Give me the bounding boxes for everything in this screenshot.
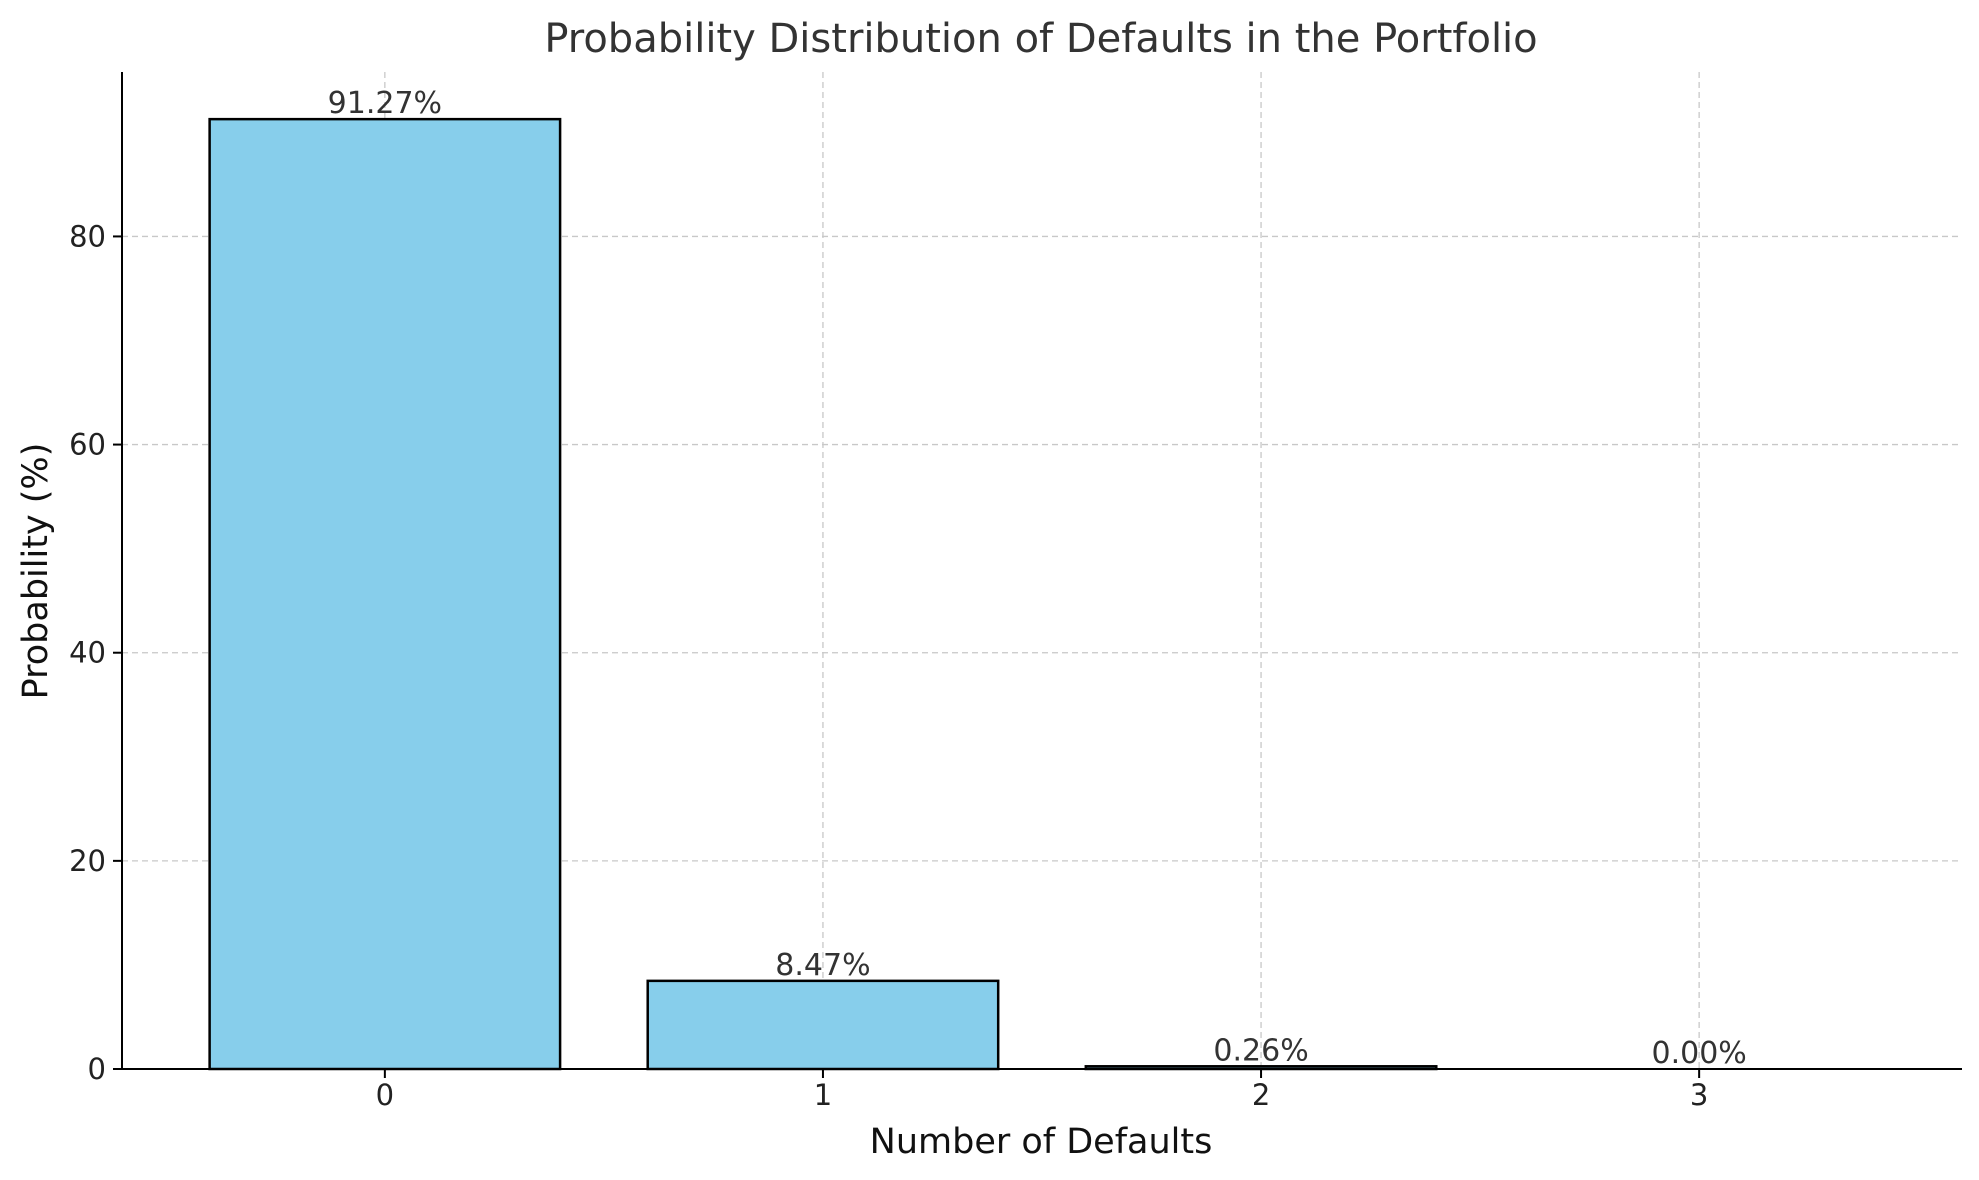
y-tick-label-3: 60 [69, 428, 106, 462]
y-axis-label: Probability (%) [16, 443, 56, 700]
data-labels: 91.27% 8.47% 0.26% 0.00% [328, 86, 1747, 1071]
grid [122, 72, 1962, 1069]
y-tick-label-1: 20 [69, 844, 106, 878]
x-tick-label-1: 1 [814, 1078, 832, 1112]
data-label-1: 8.47% [775, 948, 870, 983]
chart-title: Probability Distribution of Defaults in … [544, 16, 1537, 62]
x-tick-label-2: 2 [1252, 1078, 1270, 1112]
data-label-2: 0.26% [1213, 1033, 1308, 1068]
bar-1 [646, 979, 1000, 1071]
y-tick-label-4: 80 [69, 219, 106, 253]
axes: 0 20 40 60 80 0 1 2 3 [69, 72, 1962, 1112]
x-tick-label-3: 3 [1690, 1078, 1708, 1112]
data-label-0: 91.27% [328, 86, 442, 121]
x-tick-label-0: 0 [376, 1078, 394, 1112]
bar-0 [208, 117, 562, 1071]
data-label-3: 0.00% [1651, 1036, 1746, 1071]
x-axis-label: Number of Defaults [870, 1122, 1213, 1162]
y-tick-label-0: 0 [88, 1052, 106, 1086]
y-tick-label-2: 40 [69, 636, 106, 670]
